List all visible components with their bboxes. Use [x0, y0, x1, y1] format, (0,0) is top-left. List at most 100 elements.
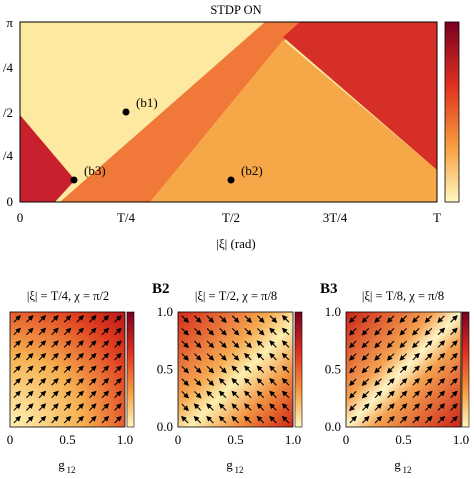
vector-arrow [51, 403, 59, 411]
vector-arrow [374, 315, 382, 323]
vector-arrow [412, 352, 420, 361]
vector-arrow [114, 390, 122, 399]
vector-arrow [269, 415, 277, 424]
point-label: (b1) [136, 95, 158, 110]
vector-arrow [374, 415, 383, 424]
point [227, 176, 235, 184]
vector-arrow [450, 390, 458, 399]
point-label: (b2) [241, 163, 263, 178]
vector-arrow [256, 365, 265, 373]
vector-arrow [218, 415, 227, 424]
vector-arrow [425, 378, 433, 386]
vector-arrow [206, 328, 215, 336]
vector-arrow [38, 403, 47, 411]
vector-arrow [399, 415, 408, 424]
vector-arrow [13, 378, 21, 386]
x-tick-label: 1.0 [117, 432, 133, 447]
vector-arrow [231, 340, 240, 349]
vector-arrow [219, 315, 227, 323]
vector-arrow [181, 340, 189, 349]
vector-arrow [256, 390, 265, 399]
x-tick-label: 1.0 [453, 432, 469, 447]
vector-arrow [63, 415, 72, 424]
vector-arrow [349, 378, 357, 386]
vector-arrow [399, 340, 407, 349]
vector-arrow [450, 327, 458, 336]
vector-arrow [281, 415, 290, 424]
vector-arrow [101, 390, 110, 399]
vector-arrow [425, 403, 433, 411]
vector-arrow [269, 352, 277, 361]
x-axis-label: |ξ| (rad) [216, 236, 256, 251]
vector-arrow [76, 327, 84, 336]
vector-arrow [101, 352, 110, 361]
vector-arrow [450, 340, 458, 348]
x-axis-label-sub: 12 [235, 465, 244, 474]
vector-arrow [51, 378, 59, 386]
vector-arrow [281, 403, 290, 411]
vector-arrow [206, 315, 215, 323]
vector-arrow [281, 378, 290, 386]
vector-arrow [13, 403, 21, 411]
vector-arrow [450, 352, 458, 361]
vector-arrow [361, 378, 370, 386]
vector-arrow [257, 315, 265, 323]
vector-arrow [281, 352, 290, 361]
vector-arrow [38, 315, 47, 323]
vector-arrow [51, 352, 59, 361]
vector-arrow [194, 315, 202, 323]
vector-arrow [425, 352, 433, 361]
vector-arrow [76, 315, 84, 323]
vector-arrow [269, 327, 277, 336]
vector-arrow [231, 353, 240, 361]
vector-arrow [181, 415, 189, 424]
vector-arrow [374, 340, 382, 349]
vector-arrow [26, 403, 34, 411]
vector-arrow [76, 365, 84, 373]
vector-arrow [231, 328, 240, 336]
vector-arrow [349, 391, 357, 399]
vector-arrow [26, 378, 34, 386]
vector-arrow [412, 415, 420, 424]
vector-arrow [231, 365, 239, 373]
vector-arrow [89, 390, 97, 399]
vector-arrow [256, 415, 265, 424]
vector-arrow [244, 315, 252, 323]
x-tick-label: 0.5 [227, 432, 243, 447]
vector-arrow [114, 327, 122, 336]
colorbar [126, 311, 135, 428]
vector-arrow [194, 353, 202, 361]
vector-arrow [437, 390, 446, 399]
vector-arrow [218, 390, 227, 399]
vector-arrow [101, 315, 110, 323]
x-tick-label: T/2 [222, 210, 240, 225]
vector-arrow [63, 352, 72, 361]
vector-arrow [269, 340, 277, 348]
x-tick-label: 0 [17, 210, 24, 225]
panel-title: |ξ| = T/4, χ = π/2 [27, 289, 109, 303]
vector-arrow [244, 403, 252, 411]
y-tick-label: /4 [3, 60, 14, 75]
vector-arrow [256, 352, 265, 361]
vector-arrow [244, 390, 252, 399]
x-axis-label-sub: 12 [67, 465, 76, 474]
vector-arrow [450, 403, 458, 411]
vector-arrow [38, 365, 47, 373]
vector-arrow [437, 327, 446, 336]
vector-arrow [38, 352, 47, 361]
vector-arrow [387, 390, 395, 399]
vector-arrow [231, 390, 239, 399]
vector-arrow [13, 365, 21, 373]
vector-arrow [13, 390, 21, 399]
vector-arrow [38, 340, 47, 348]
vector-arrow [89, 315, 97, 323]
x-tick-label: 0.5 [59, 432, 75, 447]
vector-arrow [51, 365, 59, 373]
vector-arrow [51, 315, 59, 323]
vector-arrow [26, 327, 34, 336]
x-axis-label: g [226, 457, 233, 472]
vector-arrow [26, 415, 34, 424]
vector-arrow [76, 415, 84, 424]
vector-arrow [101, 365, 110, 373]
